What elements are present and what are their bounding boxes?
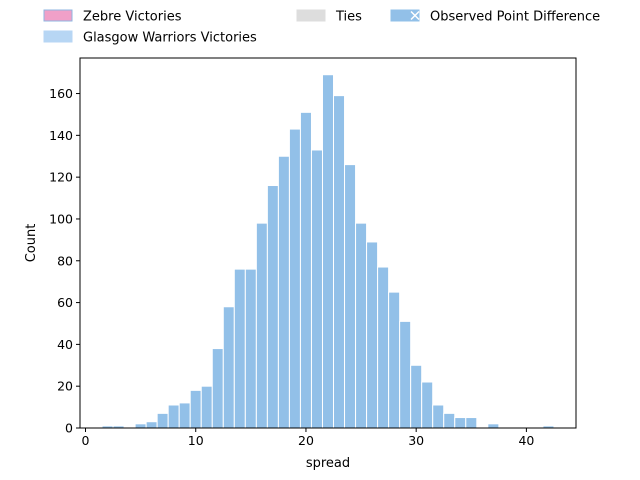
legend-swatch	[390, 9, 420, 22]
y-axis-title: Count	[24, 224, 39, 263]
legend-item: Ties	[296, 9, 362, 25]
histogram-bar	[355, 222, 368, 429]
x-tick-label: 20	[298, 433, 314, 448]
legend-item: Observed Point Difference	[390, 9, 600, 25]
histogram-bar	[222, 306, 235, 429]
legend-item: Zebre Victories	[43, 9, 182, 25]
histogram-bar	[299, 111, 312, 429]
histogram-bar	[288, 128, 301, 429]
histogram-bar	[410, 364, 423, 429]
legend-label: Glasgow Warriors Victories	[83, 31, 257, 46]
y-tick-label: 140	[49, 128, 73, 143]
histogram-bar	[255, 222, 268, 429]
histogram-bar	[200, 385, 213, 429]
histogram-bar	[178, 402, 191, 429]
histogram-bar	[266, 185, 279, 429]
y-tick-label: 20	[57, 379, 73, 394]
histogram-bar	[277, 155, 290, 429]
histogram-bar	[189, 389, 202, 429]
histogram-bar	[399, 320, 412, 429]
legend: Zebre Victories Glasgow Warriors Victorie…	[43, 9, 600, 46]
x-axis: 0 10 20 30 40	[82, 428, 534, 448]
x-axis-title: spread	[306, 456, 350, 471]
histogram-bar	[156, 412, 169, 429]
histogram-bar	[487, 423, 500, 429]
histogram-bar	[321, 74, 335, 429]
legend-label: Ties	[335, 10, 362, 25]
histogram-bar	[233, 268, 246, 429]
y-tick-label: 160	[49, 86, 73, 101]
x-tick-label: 0	[82, 433, 90, 448]
y-tick-label: 80	[57, 253, 73, 268]
histogram-bar	[465, 417, 478, 429]
x-tick-label: 30	[408, 433, 424, 448]
histogram-bar	[443, 412, 456, 429]
y-tick-label: 40	[57, 337, 73, 352]
histogram-bar	[145, 421, 158, 429]
histogram-bar	[244, 268, 257, 429]
legend-label: Zebre Victories	[83, 10, 182, 25]
histogram-bar	[388, 291, 401, 429]
histogram-bar	[421, 381, 434, 429]
y-axis: 0 20 40 60 80 100 120 140 160	[49, 86, 80, 436]
x-tick-label: 10	[188, 433, 204, 448]
y-tick-label: 60	[57, 295, 73, 310]
legend-swatch	[296, 9, 326, 22]
histogram-bar	[333, 95, 346, 429]
histogram-bar	[366, 241, 379, 429]
legend-item: Glasgow Warriors Victories	[43, 30, 257, 46]
histogram-bar	[211, 348, 224, 429]
histogram-bar	[134, 423, 147, 429]
legend-x-icon	[410, 10, 420, 21]
bars-layer	[101, 74, 555, 429]
legend-label: Observed Point Difference	[430, 10, 600, 25]
histogram-bar	[167, 404, 180, 429]
legend-swatch	[43, 9, 73, 22]
histogram-bar	[432, 404, 445, 429]
legend-swatch	[43, 30, 73, 43]
x-tick-label: 40	[518, 433, 534, 448]
plot-frame	[79, 57, 577, 429]
y-tick-label: 0	[65, 421, 73, 436]
histogram-bar	[310, 149, 323, 429]
y-tick-label: 120	[49, 170, 73, 185]
histogram-bar	[377, 266, 390, 429]
histogram-bar	[454, 417, 467, 429]
y-tick-label: 100	[49, 211, 73, 226]
histogram-bar	[344, 164, 357, 429]
